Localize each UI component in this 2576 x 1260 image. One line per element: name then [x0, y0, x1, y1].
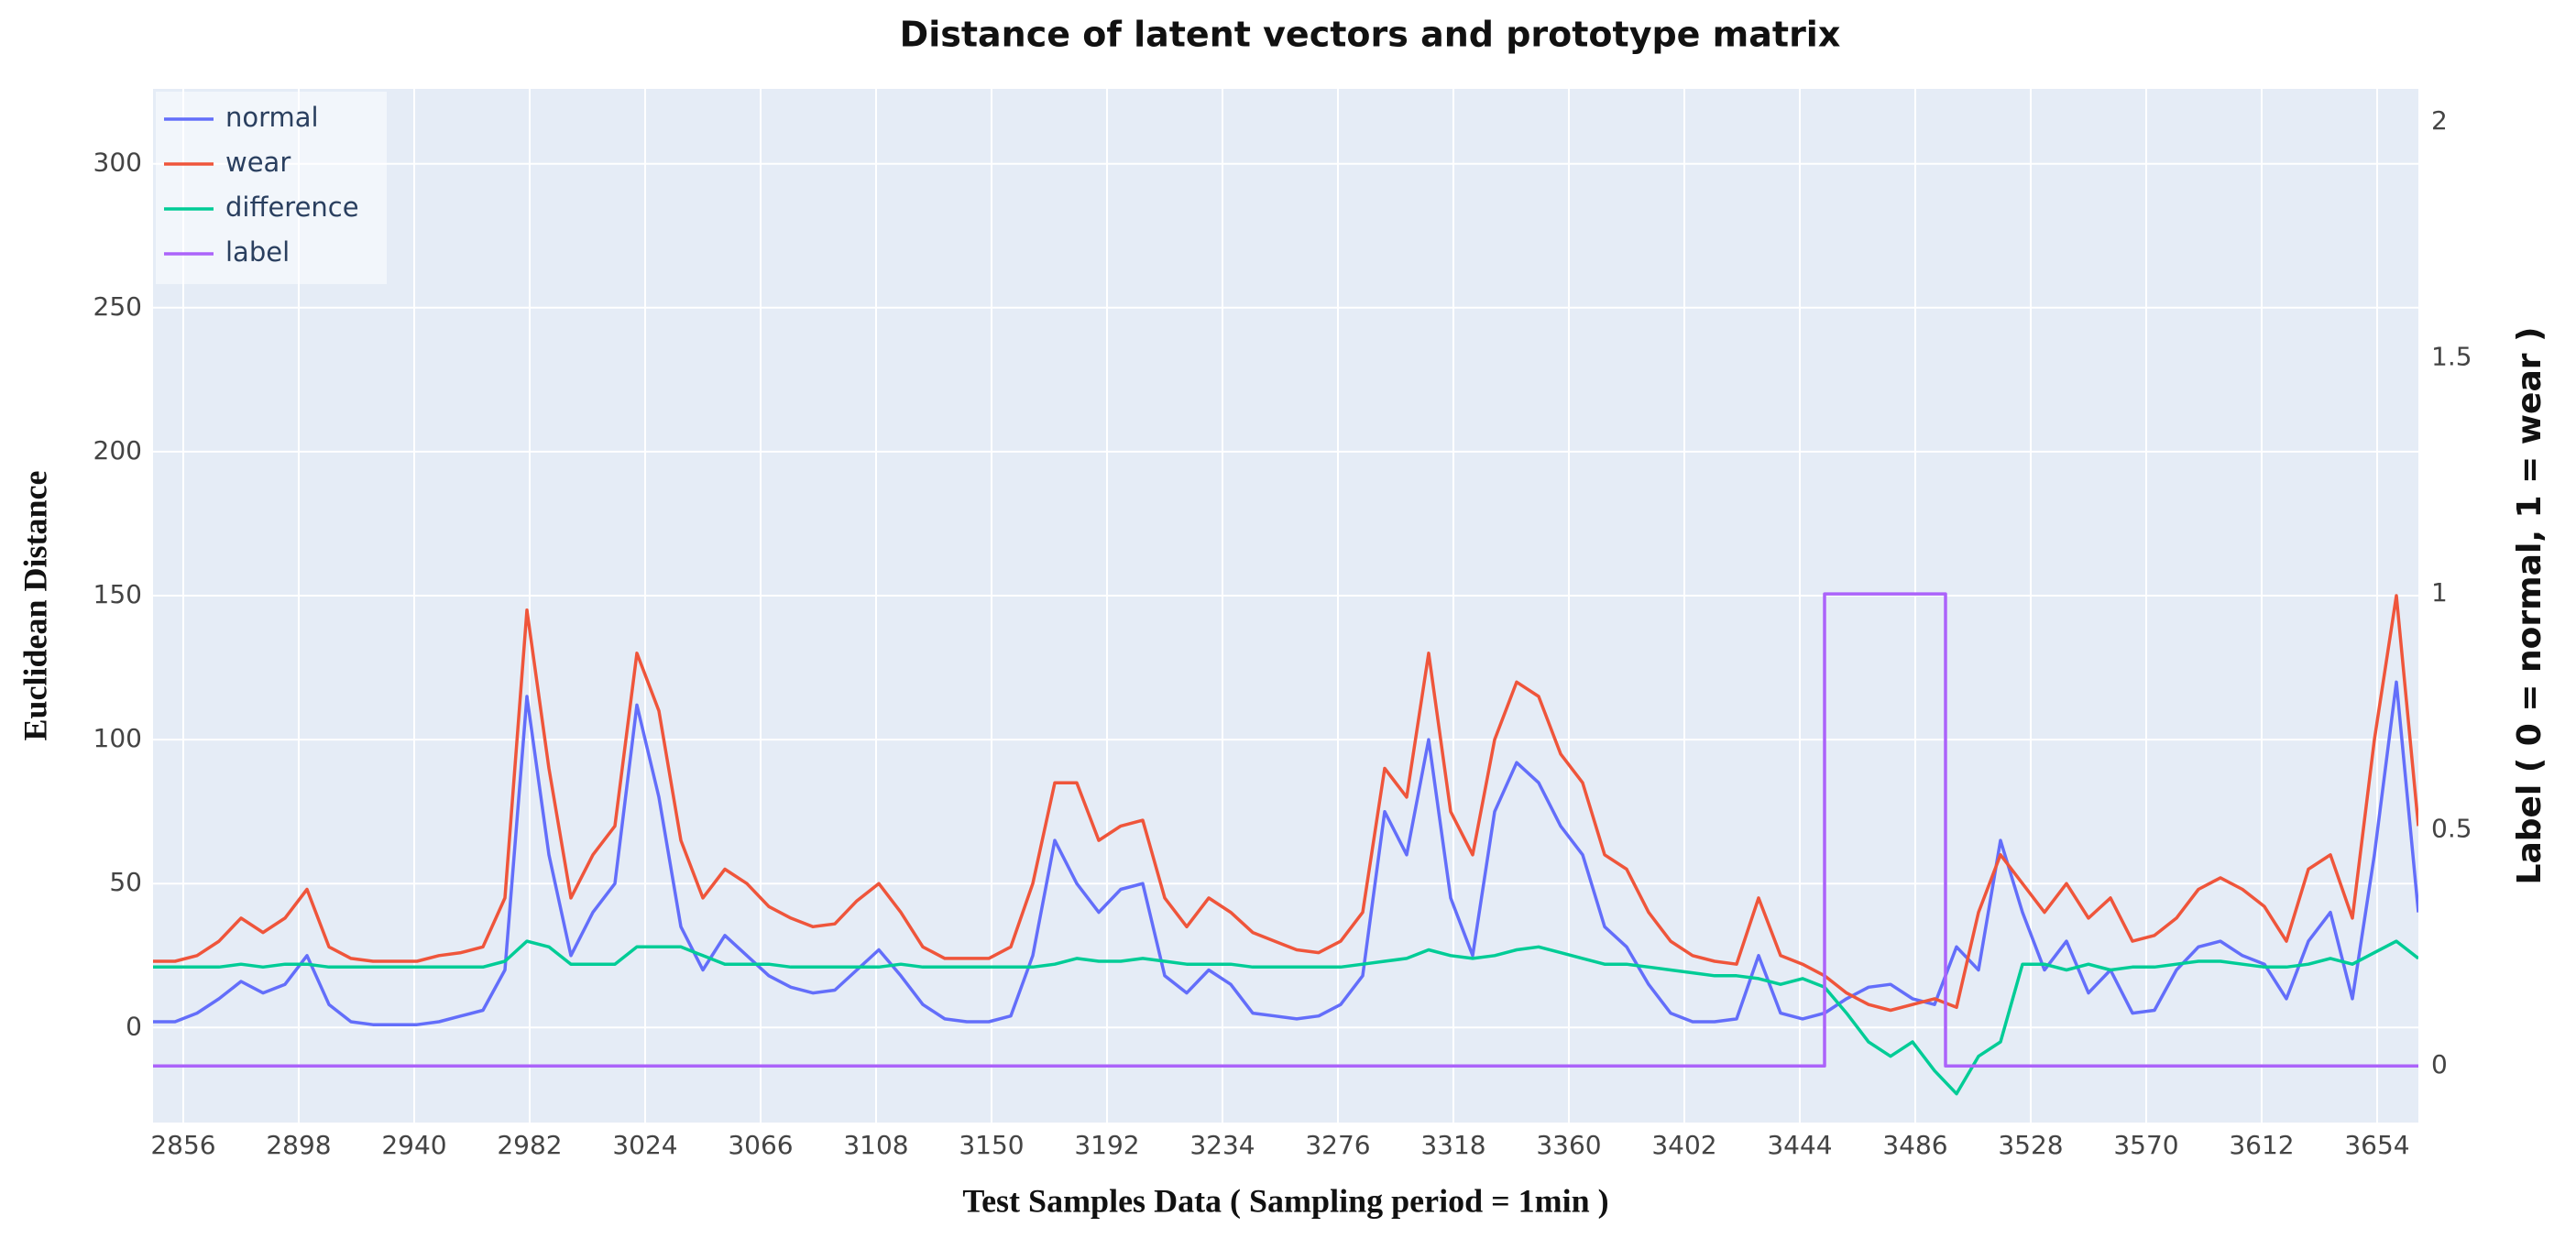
series-line	[153, 939, 2418, 1096]
y-tick-label: 150	[93, 579, 142, 609]
y2-tick-label: 0	[2431, 1049, 2448, 1079]
legend-label: wear	[225, 147, 290, 178]
y-tick-label: 50	[109, 867, 142, 897]
x-tick-label: 3528	[1998, 1130, 2063, 1160]
y-tick-label: 300	[93, 148, 142, 178]
y-tick-label: 250	[93, 291, 142, 322]
x-tick-label: 3444	[1767, 1130, 1832, 1160]
legend-label: label	[225, 236, 290, 268]
x-tick-label: 2940	[381, 1130, 446, 1160]
legend-box	[156, 92, 387, 284]
x-tick-label: 3066	[728, 1130, 793, 1160]
x-tick-label: 3234	[1189, 1130, 1255, 1160]
x-tick-label: 3024	[612, 1130, 677, 1160]
y2-tick-label: 0.5	[2431, 814, 2472, 844]
legend: normal wear difference label	[156, 92, 387, 284]
legend-label: difference	[225, 192, 359, 223]
x-tick-label: 3486	[1882, 1130, 1947, 1160]
series-lines	[153, 592, 2418, 1096]
x-tick-label: 2898	[266, 1130, 331, 1160]
x-axis-title: Test Samples Data ( Sampling period = 1m…	[962, 1182, 1608, 1219]
x-tick-label: 3108	[843, 1130, 908, 1160]
chart-title: Distance of latent vectors and prototype…	[900, 15, 1841, 55]
x-tick-label: 3654	[2344, 1130, 2409, 1160]
x-tick-label: 3570	[2113, 1130, 2178, 1160]
x-tick-label: 2856	[150, 1130, 215, 1160]
series-line	[153, 680, 2418, 1026]
x-tick-label: 3150	[959, 1130, 1024, 1160]
legend-label: normal	[225, 102, 319, 133]
series-line	[153, 594, 2418, 1013]
x-tick-label: 3612	[2229, 1130, 2294, 1160]
y2-axis-title: Label ( 0 = normal, 1 = wear )	[2511, 326, 2549, 884]
ticks: 0 50 100 150 200 250 300 2856 2898 2940 2982 3024 30…	[93, 105, 2472, 1160]
x-tick-label: 3360	[1536, 1130, 1601, 1160]
y-axis-title: Euclidean Distance	[16, 470, 53, 740]
x-tick-label: 3192	[1074, 1130, 1139, 1160]
series-line	[153, 592, 2418, 1068]
x-tick-label: 3276	[1305, 1130, 1370, 1160]
x-tick-label: 2982	[497, 1130, 562, 1160]
y-tick-label: 200	[93, 435, 142, 466]
x-tick-label: 3402	[1651, 1130, 1716, 1160]
y2-tick-label: 1	[2431, 577, 2448, 608]
y-tick-label: 100	[93, 723, 142, 753]
y2-tick-label: 2	[2431, 105, 2448, 136]
x-tick-label: 3318	[1420, 1130, 1485, 1160]
y2-tick-label: 1.5	[2431, 342, 2472, 372]
y-tick-label: 0	[126, 1011, 142, 1041]
